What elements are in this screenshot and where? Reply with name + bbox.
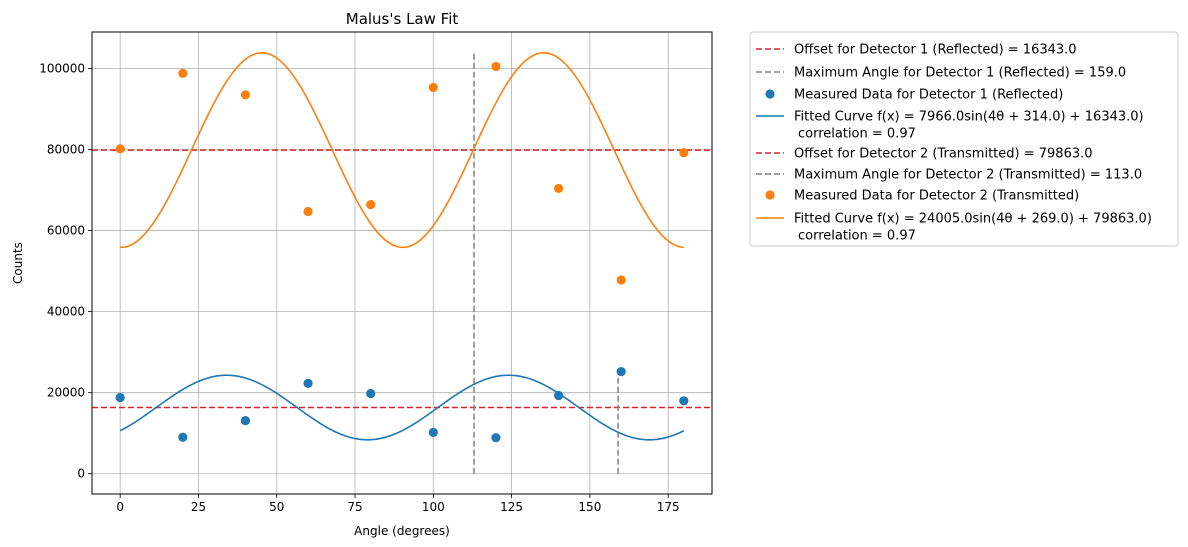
legend-label: Offset for Detector 2 (Transmitted) = 79… — [794, 147, 1093, 162]
legend: Offset for Detector 1 (Reflected) = 1634… — [749, 31, 1179, 247]
legend-marker — [765, 89, 775, 99]
data-point-detector-1 — [303, 378, 313, 388]
data-point-detector-1 — [553, 390, 564, 401]
data-point-detector-2 — [491, 61, 501, 72]
x-tick-label: 150 — [578, 500, 601, 514]
plot-frame — [91, 31, 713, 495]
y-tick-label: 20000 — [47, 386, 85, 400]
x-tick-label: 0 — [116, 500, 124, 514]
data-point-detector-2 — [178, 68, 188, 78]
legend-label: Fitted Curve f(x) = 7966.0sin(4θ + 314.0… — [794, 110, 1144, 125]
legend-box — [749, 31, 1179, 247]
x-tick-label: 125 — [500, 500, 523, 514]
x-axis-label: Angle (degrees) — [354, 524, 450, 538]
y-tick-label: 100000 — [39, 61, 85, 75]
data-point-detector-2 — [240, 90, 251, 100]
y-axis-ticks: 0 20000 40000 60000 80000 100000 — [39, 61, 92, 481]
y-axis-label: Counts — [11, 242, 25, 284]
data-point-detector-1 — [240, 416, 251, 426]
data-point-detector-2 — [679, 148, 689, 158]
measured-points — [115, 61, 689, 443]
data-point-detector-1 — [115, 392, 125, 403]
data-point-detector-1 — [679, 396, 689, 406]
legend-label: Measured Data for Detector 1 (Reflected) — [794, 88, 1063, 103]
legend-label: Measured Data for Detector 2 (Transmitte… — [794, 189, 1079, 204]
legend-entries: Offset for Detector 1 (Reflected) = 1634… — [756, 43, 1152, 244]
fitted-curve-detector-1 — [119, 374, 685, 441]
data-point-detector-2 — [428, 82, 438, 93]
data-point-detector-2 — [366, 200, 376, 210]
data-point-detector-2 — [616, 275, 626, 285]
data-point-detector-1 — [428, 427, 438, 437]
data-point-detector-2 — [553, 183, 564, 194]
fitted-curve-detector-2 — [120, 52, 684, 249]
y-tick-label: 0 — [77, 467, 85, 481]
y-tick-label: 80000 — [47, 143, 85, 157]
legend-label: Maximum Angle for Detector 1 (Reflected)… — [794, 66, 1126, 81]
y-tick-label: 40000 — [47, 305, 85, 319]
data-point-detector-1 — [616, 367, 626, 377]
x-tick-label: 100 — [422, 500, 445, 514]
legend-label-correlation: correlation = 0.97 — [798, 229, 916, 244]
x-axis-ticks: 0 25 50 75 100 125 150 175 — [116, 494, 680, 514]
offset-lines — [92, 149, 712, 409]
data-point-detector-2 — [115, 144, 125, 154]
legend-marker — [765, 190, 775, 200]
y-tick-label: 60000 — [47, 224, 85, 238]
legend-label-correlation: correlation = 0.97 — [798, 127, 916, 142]
data-point-detector-2 — [303, 206, 313, 217]
x-tick-label: 175 — [657, 500, 680, 514]
grid — [92, 32, 712, 494]
max-angle-lines — [473, 52, 619, 474]
data-point-detector-1 — [178, 432, 188, 442]
fitted-curves — [119, 52, 685, 441]
x-tick-label: 75 — [347, 500, 362, 514]
data-point-detector-1 — [491, 433, 501, 443]
x-tick-label: 50 — [269, 500, 284, 514]
x-tick-label: 25 — [191, 500, 206, 514]
legend-label: Fitted Curve f(x) = 24005.0sin(4θ + 269.… — [794, 212, 1152, 227]
legend-label: Offset for Detector 1 (Reflected) = 1634… — [794, 43, 1077, 58]
legend-label: Maximum Angle for Detector 2 (Transmitte… — [794, 168, 1142, 183]
data-point-detector-1 — [366, 388, 376, 399]
chart-title: Malus's Law Fit — [346, 10, 459, 28]
